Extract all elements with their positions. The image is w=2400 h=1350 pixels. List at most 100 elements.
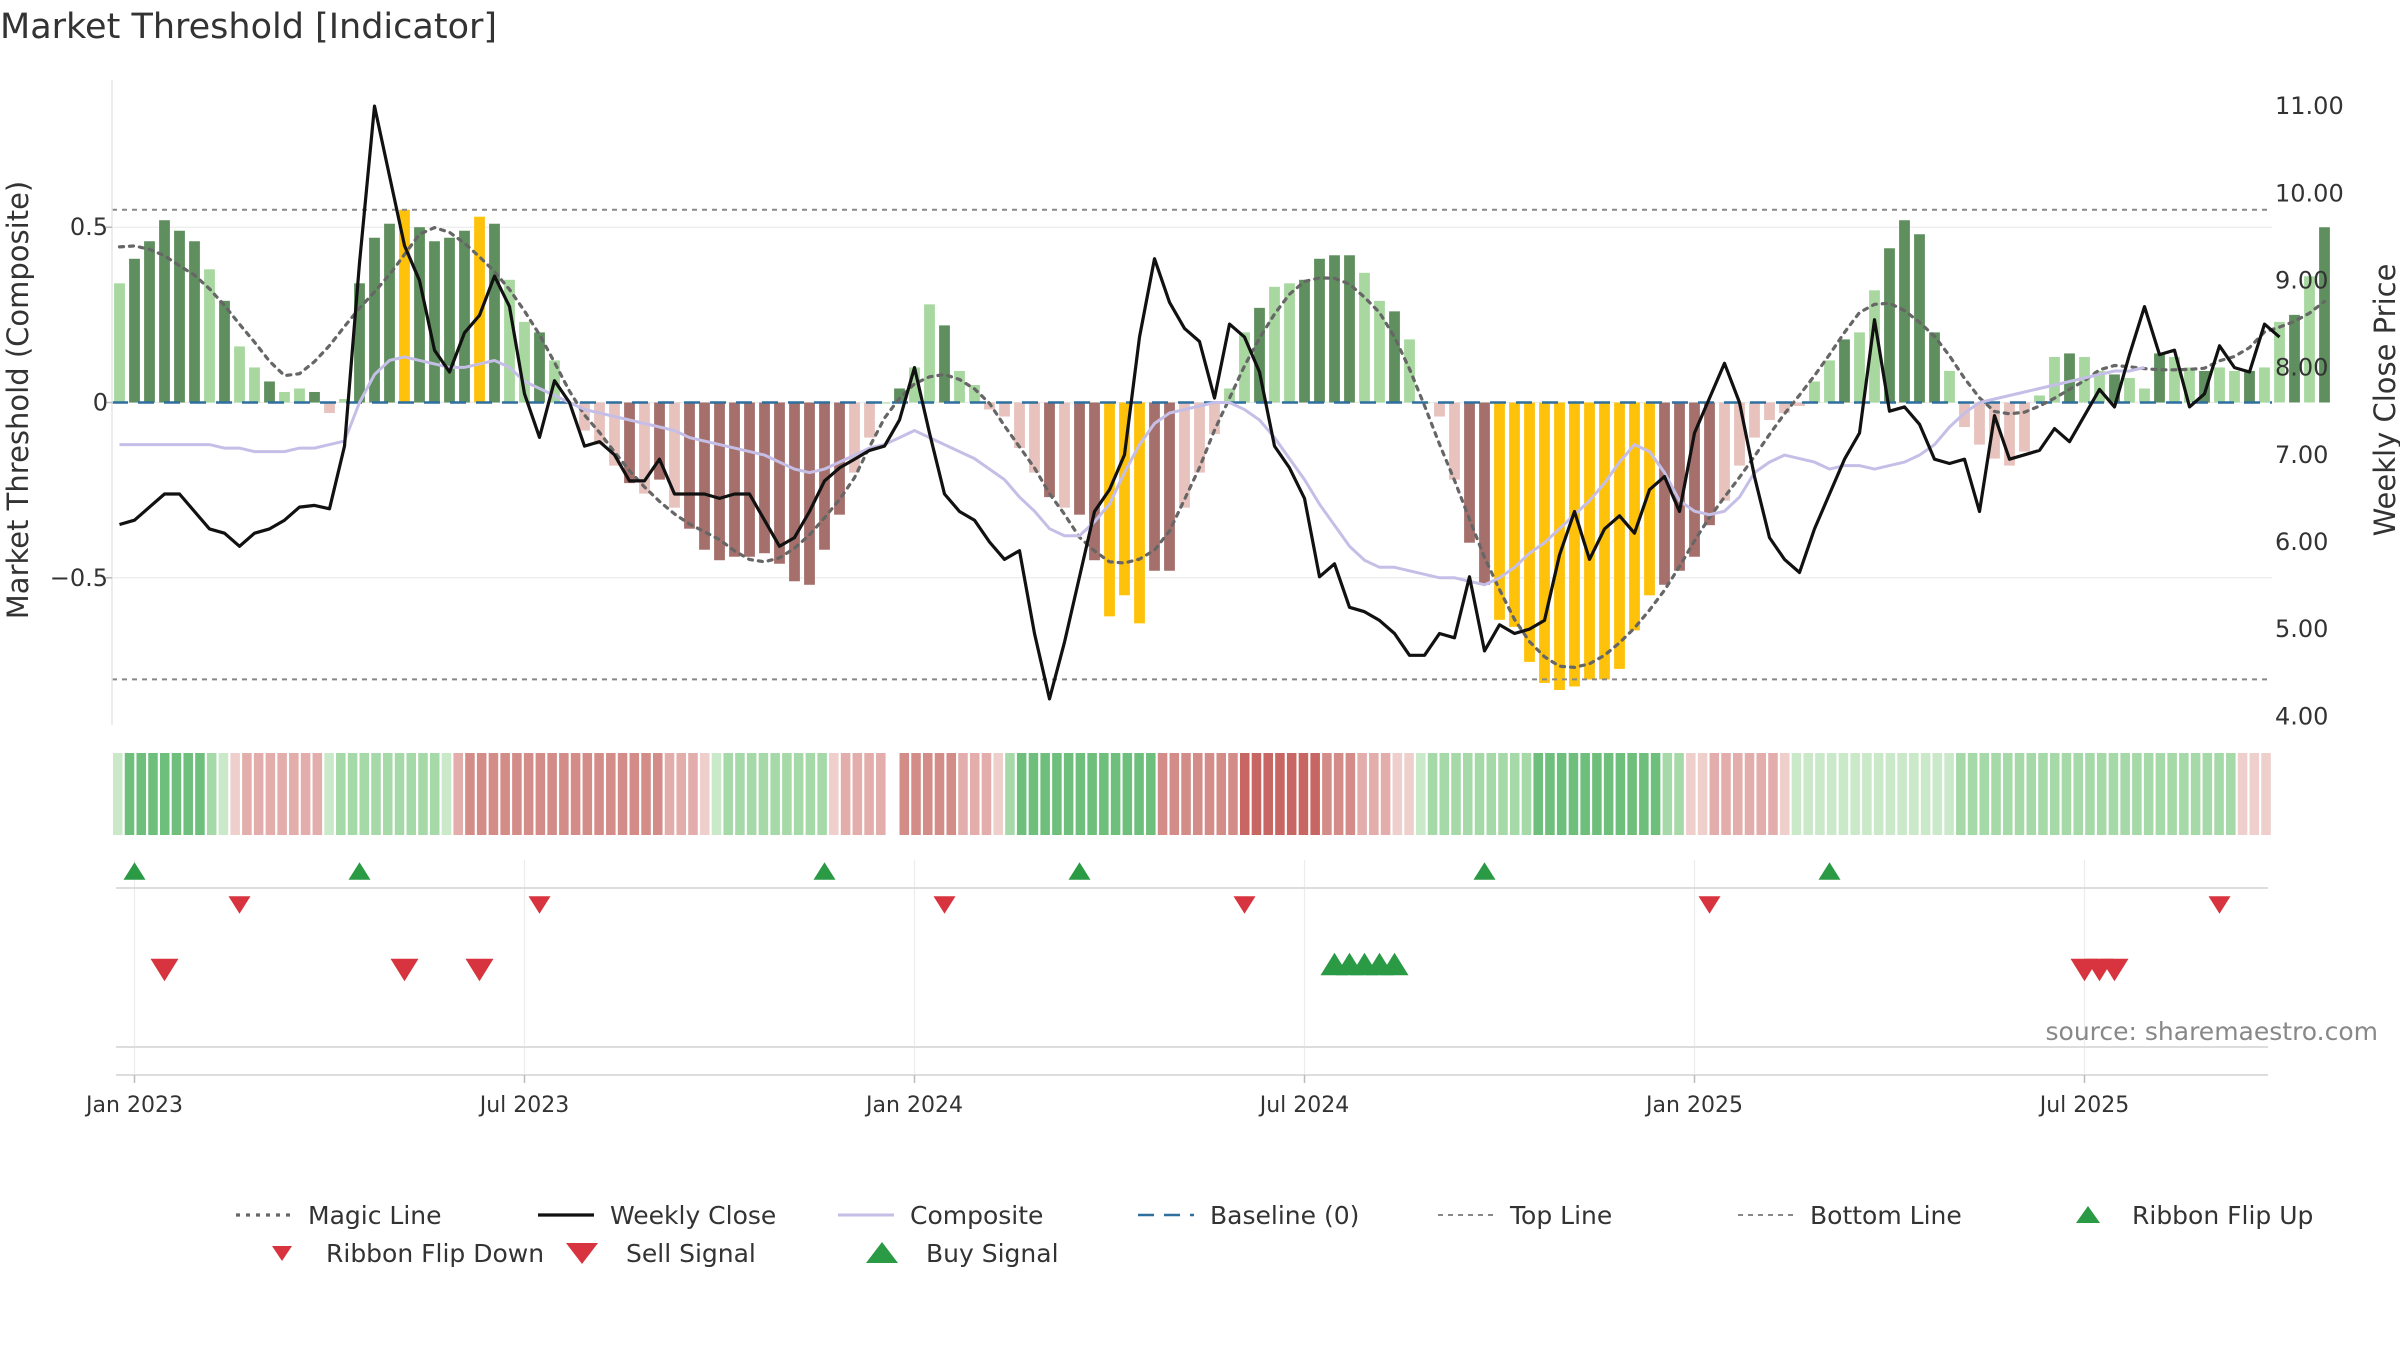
ribbon-cell <box>230 753 240 835</box>
legend-label: Weekly Close <box>610 1201 776 1230</box>
composite-bar <box>234 346 245 403</box>
ribbon-cell <box>805 753 816 835</box>
composite-bar <box>2154 353 2165 403</box>
ribbon-cell <box>441 753 452 835</box>
ribbon-cell <box>2237 753 2248 835</box>
ribbon-cell <box>2014 753 2025 835</box>
ribbon-cell <box>946 753 957 835</box>
ribbon-cell <box>476 753 487 835</box>
y2-tick-label: 7.00 <box>2275 441 2328 469</box>
composite-bar <box>1719 402 1730 501</box>
ribbon-flip-up-marker <box>348 862 371 880</box>
ribbon-cell <box>617 753 628 835</box>
legend-label: Composite <box>910 1201 1043 1230</box>
ribbon-cell <box>1733 753 1743 835</box>
composite-bar <box>729 402 740 557</box>
ribbon-cell <box>1087 753 1097 835</box>
source-label: source: sharemaestro.com <box>2046 1017 2379 1046</box>
ribbon-cell <box>2190 753 2201 835</box>
ribbon-cell <box>1521 753 1532 835</box>
ribbon-cell <box>1193 753 1203 835</box>
ribbon-cell <box>1463 753 1473 835</box>
composite-bar <box>369 237 380 403</box>
composite-bar <box>189 241 200 403</box>
ribbon-cell <box>1275 753 1285 835</box>
composite-bar <box>609 402 620 466</box>
ribbon-cell <box>606 753 616 835</box>
composite-bar <box>2319 227 2330 403</box>
ribbon-cell <box>465 753 475 835</box>
composite-bar <box>594 402 605 445</box>
composite-bar <box>1659 402 1670 585</box>
composite-bar <box>819 402 830 550</box>
ribbon-cell <box>2179 753 2189 835</box>
legend-label: Baseline (0) <box>1210 1201 1359 1230</box>
ribbon-cell <box>2226 753 2236 835</box>
ribbon-cell <box>1063 753 1074 835</box>
composite-bar <box>339 398 350 403</box>
ribbon-cell <box>1545 753 1555 835</box>
ribbon-cell <box>418 753 428 835</box>
ribbon-cell <box>699 753 710 835</box>
ribbon-cell <box>523 753 534 835</box>
ribbon-flip-up-marker <box>1473 862 1496 880</box>
ribbon-cell <box>2003 753 2013 835</box>
ribbon-cell <box>429 753 440 835</box>
legend-label: Ribbon Flip Down <box>326 1239 544 1268</box>
legend-label: Bottom Line <box>1810 1201 1962 1230</box>
sell-signal-marker <box>2100 958 2129 982</box>
ribbon-cell <box>336 753 346 835</box>
composite-bar <box>2274 321 2285 403</box>
ribbon-cell <box>1204 753 1215 835</box>
ribbon-cell <box>371 753 381 835</box>
composite-bar <box>204 269 215 403</box>
composite-bar <box>1734 402 1745 466</box>
composite-bar <box>1389 311 1400 403</box>
buy-signal-marker <box>1380 952 1409 976</box>
ribbon-cell <box>547 753 557 835</box>
composite-bar <box>519 321 530 403</box>
legend-item: Ribbon Flip Down <box>272 1239 544 1268</box>
composite-bar <box>504 279 515 403</box>
y2-tick-label: 9.00 <box>2275 266 2328 294</box>
composite-bar <box>1089 402 1100 561</box>
ribbon-cell <box>1040 753 1050 835</box>
ribbon-cell <box>1850 753 1860 835</box>
ribbon-cell <box>582 753 593 835</box>
ribbon-cell <box>723 753 733 835</box>
composite-bar <box>534 332 545 403</box>
legend-item: Sell Signal <box>566 1239 756 1268</box>
ribbon-cell <box>1862 753 1872 835</box>
ribbon-cell <box>1627 753 1637 835</box>
ribbon-cell <box>1897 753 1907 835</box>
legend-item: Magic Line <box>236 1201 442 1230</box>
ribbon-cell <box>2026 753 2037 835</box>
composite-bar <box>1134 402 1145 624</box>
ribbon-cell <box>2073 753 2083 835</box>
composite-bar <box>774 402 785 564</box>
composite-bar <box>1704 402 1715 526</box>
ribbon-cell <box>1932 753 1943 835</box>
ribbon-cell <box>1146 753 1156 835</box>
composite-bar <box>1509 402 1520 627</box>
composite-bar <box>1839 339 1850 403</box>
ribbon-cell <box>1873 753 1884 835</box>
ribbon-cell <box>2132 753 2142 835</box>
composite-bar <box>1824 360 1835 403</box>
ribbon-flip-up-marker <box>1818 862 1841 880</box>
ribbon-cell <box>629 753 640 835</box>
ribbon-cell <box>2038 753 2048 835</box>
composite-bar <box>1494 402 1505 620</box>
ribbon-cell <box>1556 753 1567 835</box>
ribbon-cell <box>159 753 170 835</box>
composite-bar <box>864 402 875 438</box>
composite-bar <box>1464 402 1475 543</box>
ribbon-flip-up-marker <box>1068 862 1091 880</box>
ribbon-cell <box>1686 753 1696 835</box>
composite-bar <box>924 304 935 403</box>
composite-bar <box>999 402 1010 417</box>
legend-item: Ribbon Flip Up <box>2076 1201 2313 1230</box>
ribbon-cell <box>359 753 370 835</box>
ribbon-cell <box>1427 753 1438 835</box>
ribbon-cell <box>1345 753 1356 835</box>
